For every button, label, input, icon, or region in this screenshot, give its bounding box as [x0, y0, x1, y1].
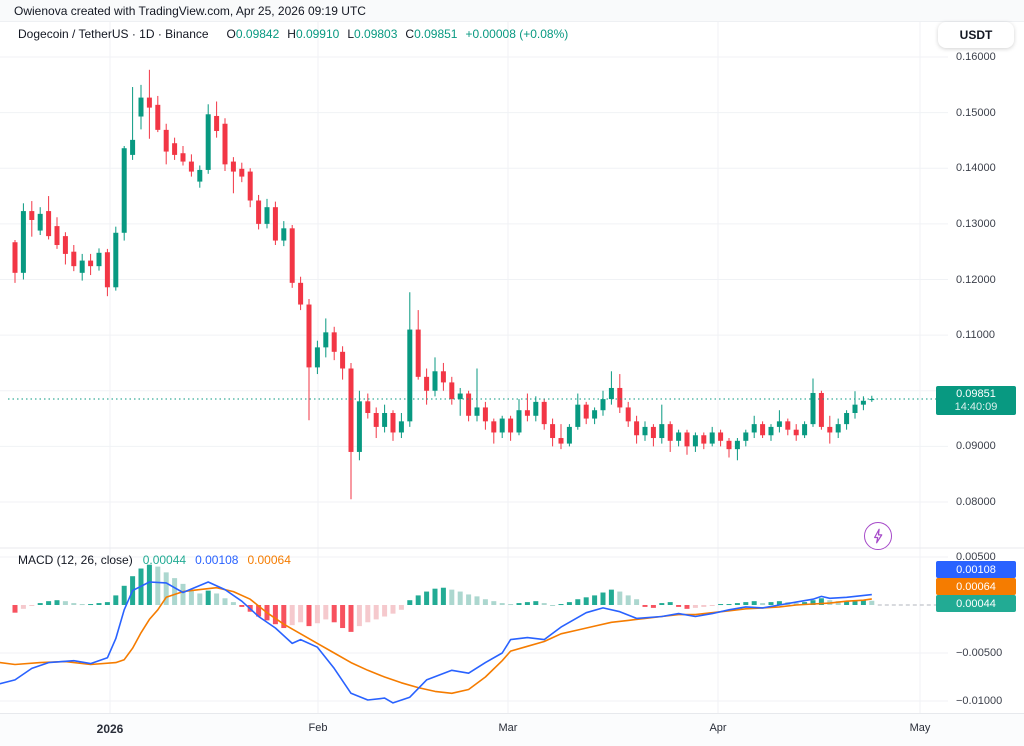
price-axis-label: 0.08000: [956, 496, 996, 508]
macd-legend-value: 0.00064: [247, 553, 291, 567]
ohlc-label: H: [287, 27, 296, 41]
change-value: +0.00008 (+0.08%): [465, 27, 569, 41]
time-axis-label: Apr: [709, 722, 727, 734]
ohlc-value: 0.09851: [414, 27, 458, 41]
ohlc-label: C: [405, 27, 415, 41]
macd-legend-value: 0.00108: [195, 553, 239, 567]
time-axis-label: 2026: [96, 722, 124, 736]
macd-legend-value: 0.00044: [142, 553, 187, 567]
macd-values: 0.00044 0.00108 0.00064: [143, 553, 300, 567]
currency-toggle-label: USDT: [959, 28, 993, 42]
last-price-value: 0.09851: [956, 387, 996, 400]
macd-line-badge: 0.00108: [936, 561, 1016, 578]
macd-signal-badge-value: 0.00064: [956, 580, 996, 593]
lightning-icon: [874, 528, 883, 544]
macd-axis-label: −0.01000: [956, 695, 1003, 707]
ohlc-label: L: [347, 27, 355, 41]
symbol-legend: Dogecoin / TetherUS · 1D · Binance O0.098…: [18, 27, 568, 41]
ohlc-label: O: [226, 27, 236, 41]
macd-histogram-badge-value: 0.00044: [956, 597, 996, 610]
last-price-badge: 0.09851 14:40:09: [936, 386, 1016, 415]
symbol-title: Dogecoin / TetherUS · 1D · Binance: [18, 27, 209, 41]
macd-signal-badge: 0.00064: [936, 578, 1016, 595]
ohlc-value: 0.09803: [354, 27, 398, 41]
macd-axis-label: −0.00500: [956, 647, 1003, 659]
attribution-text: Owienova created with TradingView.com, A…: [14, 4, 366, 18]
price-axis-label: 0.14000: [956, 162, 996, 175]
macd-title: MACD (12, 26, close): [18, 553, 133, 567]
price-axis-label: 0.09000: [956, 440, 996, 453]
price-axis-label: 0.15000: [956, 106, 996, 119]
ohlc-value: 0.09842: [235, 27, 280, 41]
flash-lightning-button[interactable]: [864, 522, 892, 550]
ohlc-values: O0.09842 H0.09910 L0.09803 C0.09851: [219, 27, 458, 41]
bar-countdown: 14:40:09: [954, 400, 998, 413]
price-axis-label: 0.16000: [956, 51, 996, 63]
time-axis-label: Mar: [498, 722, 518, 734]
price-axis-label: 0.13000: [956, 217, 996, 230]
macd-axis-label: 0.00500: [956, 551, 996, 563]
time-axis-label: Feb: [308, 722, 328, 734]
macd-legend: MACD (12, 26, close) 0.00044 0.00108 0.0006…: [18, 553, 300, 567]
attribution-bar: Owienova created with TradingView.com, A…: [0, 0, 1024, 22]
macd-histogram-badge: 0.00044: [936, 595, 1016, 612]
time-axis-label: May: [909, 722, 931, 734]
price-axis-label: 0.11000: [956, 329, 995, 342]
currency-toggle-button[interactable]: USDT: [938, 22, 1014, 48]
price-axis-label: 0.12000: [956, 273, 996, 286]
macd-line-badge-value: 0.00108: [956, 563, 996, 576]
time-axis[interactable]: [0, 713, 1024, 746]
ohlc-value: 0.09910: [295, 27, 340, 41]
